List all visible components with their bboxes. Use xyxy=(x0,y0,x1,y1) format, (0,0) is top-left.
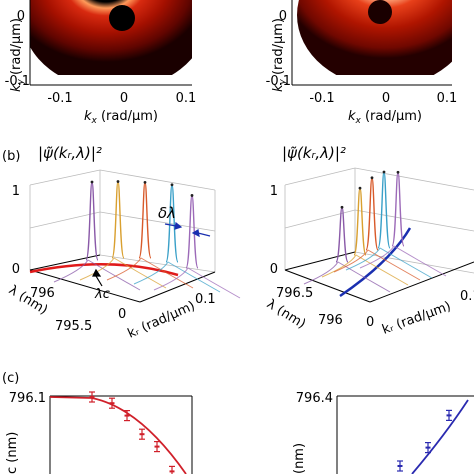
hm-right-ytick-1: -0.1 xyxy=(266,74,291,89)
b-left-kr-tick-1: 0.1 xyxy=(195,292,216,307)
hm-left-xlabel: kx (rad/µm) xyxy=(84,109,158,126)
panel-label-c: (c) xyxy=(2,371,19,386)
hm-left-ylabel: ky (rad/µm) xyxy=(9,18,26,92)
c-right-ytick-top: 796.4 xyxy=(296,391,333,406)
hm-left-xtick-2: 0.1 xyxy=(176,91,197,106)
b-left-arrows xyxy=(164,221,211,238)
hm-right-xtick-0: -0.1 xyxy=(309,91,334,106)
b-left-peaks xyxy=(53,180,241,299)
b-right-peak-1 xyxy=(353,187,367,256)
c-right-point-1 xyxy=(425,446,431,449)
c-left-axes xyxy=(49,395,193,474)
b-left-title: |ψ̃(kᵣ,λ)|² xyxy=(38,144,102,162)
b-right-peak-0 xyxy=(335,206,349,263)
b-right-tail-2 xyxy=(333,249,421,281)
b-right-tail-0 xyxy=(303,261,391,293)
panel-label-b: (b) xyxy=(2,149,20,164)
b-left-xlabel: kᵣ (rad/µm) xyxy=(126,299,198,342)
hm-left-xtick-1: 0 xyxy=(120,91,128,106)
b-left-delta-lambda: δλ xyxy=(158,204,176,222)
c-left-ylabel: c (nm) xyxy=(5,432,20,474)
c-right-fit-curve xyxy=(411,399,469,474)
b-right-dispersion-curve xyxy=(339,227,412,298)
c-left-point-5 xyxy=(169,470,175,473)
c-right-point-2 xyxy=(446,414,452,417)
b-right-peak-3 xyxy=(377,171,391,249)
b-left-ztick-1: 1 xyxy=(12,184,20,199)
b-right-peak-top-0 xyxy=(340,205,344,209)
heatmap-right xyxy=(291,0,452,86)
b-left-dispersion-curve xyxy=(29,262,179,277)
hm-right-xtick-1: 0 xyxy=(382,91,390,106)
b-left-peak-top-2 xyxy=(143,180,147,184)
b-right-tail-3 xyxy=(345,247,433,279)
c-left-point-4 xyxy=(154,445,160,448)
b-left-ztick-0: 0 xyxy=(12,262,20,277)
b-right-tail-1 xyxy=(321,254,409,286)
b-right-lambda-tick-1: 796 xyxy=(318,313,343,328)
b-left-tail-0 xyxy=(53,259,141,291)
c-left-points xyxy=(89,391,175,474)
b-right-xlabel: kᵣ (rad/µm) xyxy=(380,299,453,338)
c-left-point-2 xyxy=(124,414,130,417)
hm-right-xlabel: kx (rad/µm) xyxy=(348,109,422,126)
b-left-lambda-tick-1: 795.5 xyxy=(55,319,92,334)
b-left-tail-2 xyxy=(106,257,194,289)
b-left-lambda-tick-0: 796 xyxy=(30,286,55,301)
c-left-point-1 xyxy=(109,402,115,405)
b-right-ztick-0: 0 xyxy=(270,262,278,277)
b-right-ztick-1: 1 xyxy=(270,184,278,199)
b-left-kr-tick-0: 0 xyxy=(118,307,126,322)
b-right-peak-4 xyxy=(391,171,405,247)
b-left-peak-top-1 xyxy=(116,180,120,183)
b-left-lambda-c: λᴄ xyxy=(94,287,110,302)
c-left-point-0 xyxy=(89,396,95,398)
c-right-points xyxy=(397,409,452,472)
hm-left-xtick-0: -0.1 xyxy=(47,91,72,106)
b-right-kr-tick-1: 0.1 xyxy=(460,289,474,304)
b-right-peak-top-1 xyxy=(358,186,362,190)
b-left-lambda-c-arrow xyxy=(92,268,103,287)
hm-left-ytick-1: -0.1 xyxy=(5,74,30,89)
b-left-peak-top-0 xyxy=(90,180,94,184)
c-right-ylabel: (nm) xyxy=(292,443,307,474)
b-right-peak-top-3 xyxy=(382,170,386,174)
b-right-tail-4 xyxy=(359,245,447,277)
b-right-title: |ψ̃(kᵣ,λ)|² xyxy=(282,144,346,162)
b-left-tail-3 xyxy=(133,261,221,293)
b-left-tail-4 xyxy=(153,267,241,299)
b-right-kr-tick-0: 0 xyxy=(366,315,374,330)
b-right-peaks xyxy=(303,170,447,293)
c-right-point-0 xyxy=(397,465,403,467)
b-right-lambda-tick-0: 796.5 xyxy=(276,286,313,301)
b-right-floor xyxy=(284,251,474,303)
c-left-point-3 xyxy=(139,433,145,436)
hm-left-ytick-0: 0 xyxy=(17,9,25,24)
c-right-axes xyxy=(336,395,474,474)
b-right-ylabel: λ (nm) xyxy=(264,297,308,332)
heatmap-left xyxy=(29,0,192,86)
hm-right-ylabel: ky (rad/µm) xyxy=(271,18,288,92)
hm-right-xtick-2: 0.1 xyxy=(437,91,458,106)
b-right-peak-top-4 xyxy=(396,170,400,174)
b-left-peak-top-4 xyxy=(190,194,194,197)
b-left-peak-top-3 xyxy=(170,183,174,187)
b-left-tail-1 xyxy=(79,257,167,289)
b-left-box xyxy=(29,169,216,273)
c-left-ytick-top: 796.1 xyxy=(9,391,46,406)
b-right-peak-top-2 xyxy=(370,176,374,180)
b-left-peak-1 xyxy=(111,180,125,259)
b-left-peak-0 xyxy=(85,181,99,261)
hm-right-ytick-0: 0 xyxy=(279,9,287,24)
c-left-fit-curve xyxy=(49,396,187,474)
